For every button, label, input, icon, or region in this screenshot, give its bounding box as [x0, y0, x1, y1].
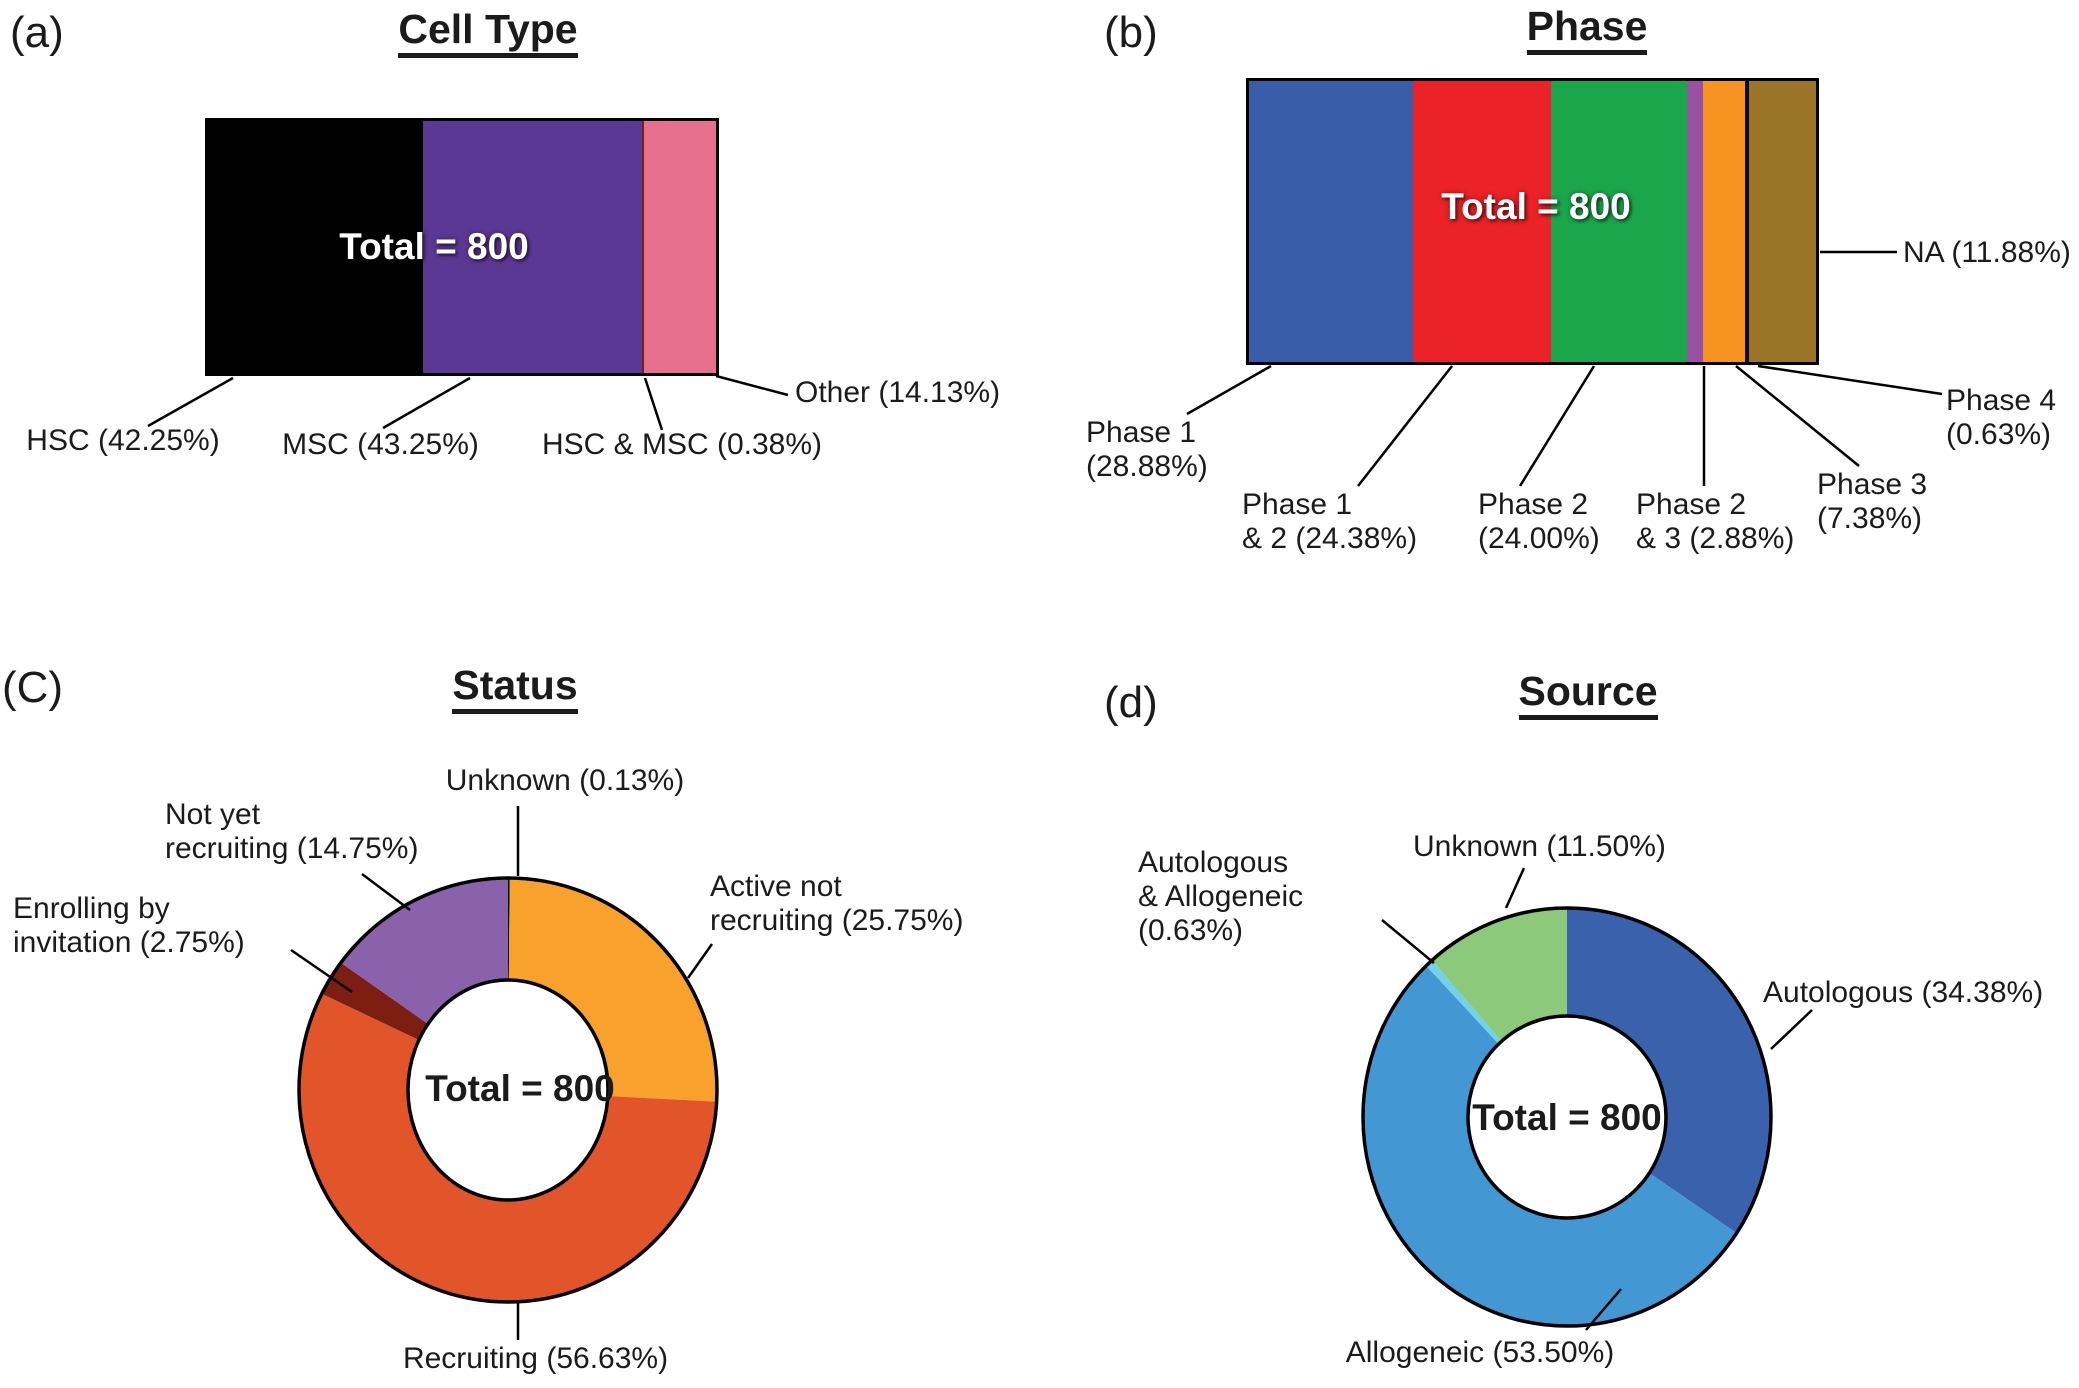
cell-type-total: Total = 800: [339, 226, 529, 267]
leader-not-yet-recruiting: [361, 873, 411, 911]
leader-active-not-recruiting: [686, 943, 714, 979]
donut-slice-unknown: [1432, 908, 1567, 1042]
status-total: Total = 800: [425, 1068, 615, 1109]
phase1-2-label: Phase 1 & 2 (24.38%): [1242, 488, 1418, 555]
enrolling-label: Enrolling by invitation (2.75%): [13, 892, 245, 959]
not-yet-recruiting-label: Not yet recruiting (14.75%): [165, 798, 419, 865]
donut-slice-autologous: [1567, 908, 1772, 1234]
leader-enrolling: [290, 948, 353, 994]
leader-msc: [382, 376, 471, 430]
bar-segment-phase-2: [1550, 81, 1687, 362]
unknown-source-label: Unknown (11.50%): [1413, 830, 1666, 863]
bar-segment-phase-4: [1745, 81, 1749, 362]
bar-segment-phase-1-2: [1412, 81, 1551, 362]
panel-b-letter: (b): [1104, 8, 1158, 57]
phase-total: Total = 800: [1441, 186, 1631, 227]
autologous-label: Autologous (34.38%): [1763, 976, 2044, 1009]
other-label: Other (14.13%): [795, 376, 1001, 409]
bar-segment-other: [644, 121, 716, 373]
panel-c-title: Status: [315, 662, 715, 714]
source-total: Total = 800: [1472, 1097, 1662, 1138]
leader-phase3: [1735, 365, 1860, 467]
bar-segment-hsc-msc: [642, 121, 645, 373]
panel-a-title: Cell Type: [288, 6, 688, 58]
active-not-recruiting-label: Active not recruiting (25.75%): [710, 870, 964, 937]
auto-allo-label: Autologous & Allogeneic (0.63%): [1138, 846, 1304, 947]
leader-phase2: [1518, 365, 1596, 487]
phase2-label: Phase 2 (24.00%): [1478, 488, 1600, 555]
panel-c-letter: (C): [2, 663, 64, 712]
phase2-3-label: Phase 2 & 3 (2.88%): [1636, 488, 1795, 555]
bar-segment-phase-1: [1249, 81, 1413, 362]
leader-hsc: [147, 376, 234, 428]
donut-slice-recruiting: [298, 993, 717, 1303]
donut-slice-not-yet-recruiting: [340, 878, 508, 1024]
hsc-msc-label: HSC & MSC (0.38%): [541, 428, 823, 461]
panel-b-title: Phase: [1387, 3, 1787, 55]
na-label: NA (11.88%): [1903, 236, 2071, 269]
donut-slice-enrolling-by-invitation: [321, 962, 429, 1041]
donut-slice-autologous-allogeneic: [1426, 960, 1502, 1044]
recruiting-label: Recruiting (56.63%): [402, 1342, 669, 1375]
leader-phase4: [1757, 364, 1943, 396]
donut-slice-unknown: [508, 878, 510, 980]
leader-other: [715, 374, 789, 397]
msc-label: MSC (43.25%): [282, 428, 479, 461]
leader-phase1-2: [1357, 365, 1453, 487]
donut-slice-allogeneic: [1363, 965, 1737, 1326]
panel-d-letter: (d): [1104, 678, 1158, 727]
allogeneic-label: Allogeneic (53.50%): [1345, 1336, 1615, 1369]
hsc-label: HSC (42.25%): [26, 424, 220, 457]
panel-a-letter: (a): [10, 8, 64, 57]
bar-segment-phase-3: [1703, 81, 1746, 362]
leader-phase1: [1186, 364, 1272, 416]
leader-allogeneic: [1585, 1288, 1622, 1331]
leader-autologous: [1770, 1009, 1813, 1050]
leader-auto-allo: [1381, 919, 1435, 964]
bar-segment-hsc: [208, 121, 423, 373]
phase-bar: [1246, 78, 1819, 365]
cell-type-bar: [205, 118, 719, 376]
leader-unknown-source: [1504, 867, 1526, 909]
bar-segment-na: [1748, 81, 1817, 362]
unknown-status-label: Unknown (0.13%): [445, 764, 685, 797]
leader-hsc-msc: [643, 377, 664, 431]
bar-segment-phase-2-3: [1686, 81, 1704, 362]
bar-segment-msc: [422, 121, 643, 373]
phase3-label: Phase 3 (7.38%): [1817, 468, 1928, 535]
phase4-label: Phase 4 (0.63%): [1946, 384, 2057, 451]
phase1-label: Phase 1 (28.88%): [1086, 416, 1208, 483]
panel-d-title: Source: [1388, 668, 1788, 720]
